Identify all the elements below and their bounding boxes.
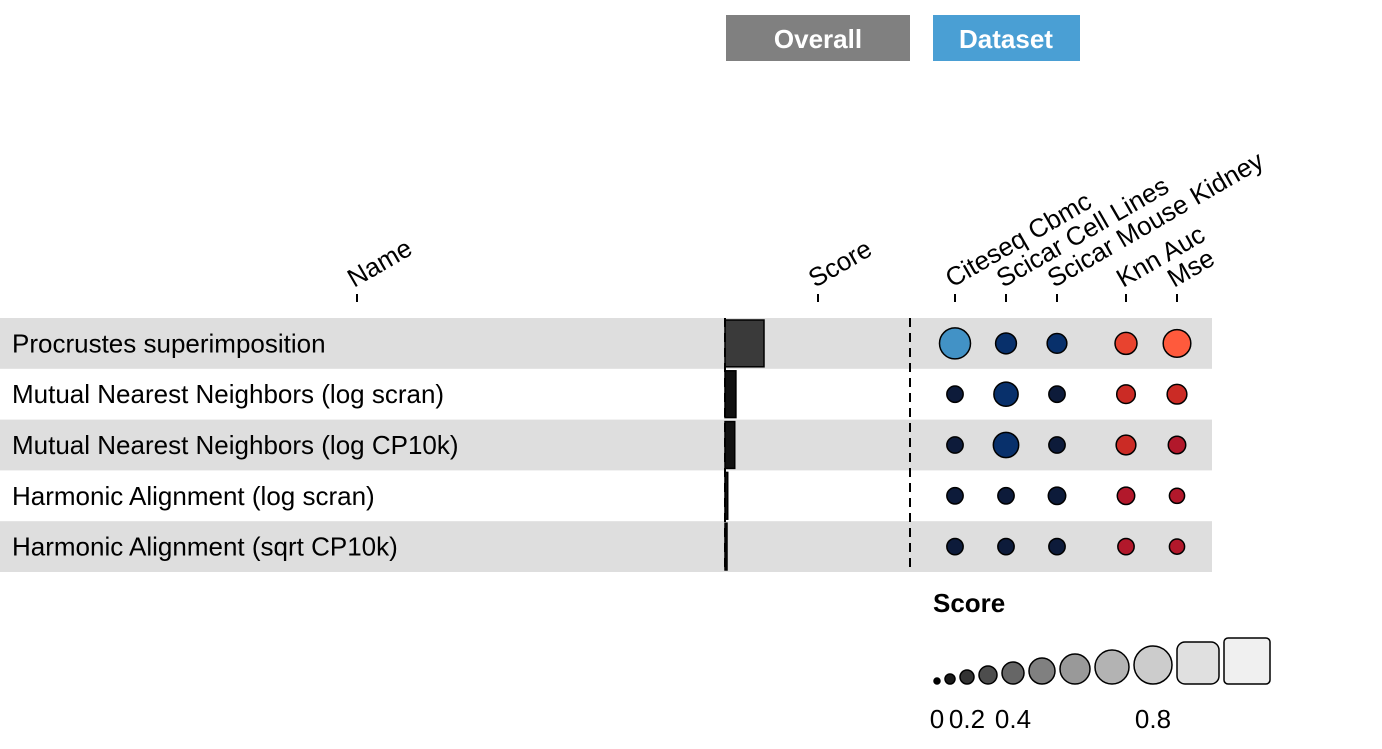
row-name: Mutual Nearest Neighbors (log scran) bbox=[12, 379, 444, 409]
legend-title: Score bbox=[933, 588, 1005, 618]
table-row: Mutual Nearest Neighbors (log scran) bbox=[12, 370, 1188, 419]
group-header-overall-label: Overall bbox=[774, 24, 862, 54]
dataset-score-dot bbox=[994, 332, 1018, 355]
score-bar bbox=[724, 420, 736, 470]
metric-score-dot bbox=[1115, 434, 1137, 456]
dataset-score-dot bbox=[997, 486, 1015, 505]
score-bar bbox=[724, 370, 737, 419]
score-bar bbox=[724, 471, 729, 520]
row-name: Procrustes superimposition bbox=[12, 328, 326, 358]
table-row: Harmonic Alignment (log scran) bbox=[12, 471, 1186, 520]
table-row: Mutual Nearest Neighbors (log CP10k) bbox=[12, 420, 1187, 470]
legend-circle bbox=[1133, 645, 1173, 685]
metric-score-dot bbox=[1168, 538, 1186, 555]
dataset-score-dot bbox=[938, 327, 972, 360]
metric-score-dot bbox=[1117, 537, 1135, 556]
legend-ticks: 0 0.2 0.4 0.8 bbox=[930, 704, 1171, 734]
legend-circle bbox=[959, 669, 975, 685]
group-header-overall bbox=[726, 15, 910, 61]
legend-circle bbox=[1059, 653, 1091, 685]
dataset-score-dot bbox=[1046, 332, 1068, 354]
table-row: Harmonic Alignment (sqrt CP10k) bbox=[12, 522, 1186, 571]
group-header-dataset bbox=[933, 15, 1080, 61]
legend-tick-label: 0.8 bbox=[1135, 704, 1171, 734]
rows: Procrustes superimposition Mutual Nearest… bbox=[12, 319, 1192, 571]
dataset-score-dot bbox=[993, 381, 1019, 408]
dataset-score-dot bbox=[992, 431, 1020, 459]
metric-score-dot bbox=[1115, 384, 1137, 405]
legend-square bbox=[1176, 641, 1220, 685]
dataset-score-dot bbox=[1048, 537, 1066, 556]
legend-circle bbox=[1001, 661, 1025, 685]
score-bar bbox=[724, 319, 765, 368]
legend-tick-label: 0 bbox=[930, 704, 944, 734]
legend-shapes bbox=[933, 637, 1271, 685]
group-header-dataset-label: Dataset bbox=[959, 24, 1053, 54]
column-header-name: Name bbox=[342, 233, 417, 294]
column-header-score: Score bbox=[803, 233, 877, 293]
dataset-score-dot bbox=[946, 436, 964, 454]
legend-tick-label: 0.4 bbox=[995, 704, 1031, 734]
row-name: Harmonic Alignment (sqrt CP10k) bbox=[12, 532, 398, 562]
legend-tick-label: 0.2 bbox=[949, 704, 985, 734]
dataset-score-dot bbox=[1048, 385, 1066, 404]
metric-score-dot bbox=[1166, 383, 1188, 405]
dataset-score-dot bbox=[997, 537, 1015, 556]
metric-score-dot bbox=[1114, 331, 1138, 356]
legend-circle bbox=[1028, 657, 1056, 685]
dataset-score-dot bbox=[946, 537, 964, 556]
metric-score-dot bbox=[1168, 487, 1186, 505]
legend-square bbox=[1223, 637, 1271, 685]
row-name: Harmonic Alignment (log scran) bbox=[12, 481, 375, 511]
row-name: Mutual Nearest Neighbors (log CP10k) bbox=[12, 430, 459, 460]
metric-score-dot bbox=[1162, 328, 1192, 358]
legend-circle bbox=[1094, 649, 1130, 685]
metric-score-dot bbox=[1116, 486, 1136, 506]
legend-circle bbox=[978, 665, 998, 685]
legend-circle bbox=[933, 677, 941, 685]
table-row: Procrustes superimposition bbox=[12, 319, 1192, 368]
dataset-score-dot bbox=[946, 385, 964, 404]
metric-score-dot bbox=[1167, 435, 1187, 455]
dataset-score-dot bbox=[1048, 436, 1066, 454]
dataset-score-dot bbox=[1047, 486, 1067, 506]
legend-circle bbox=[944, 673, 956, 685]
dataset-score-dot bbox=[946, 486, 964, 505]
